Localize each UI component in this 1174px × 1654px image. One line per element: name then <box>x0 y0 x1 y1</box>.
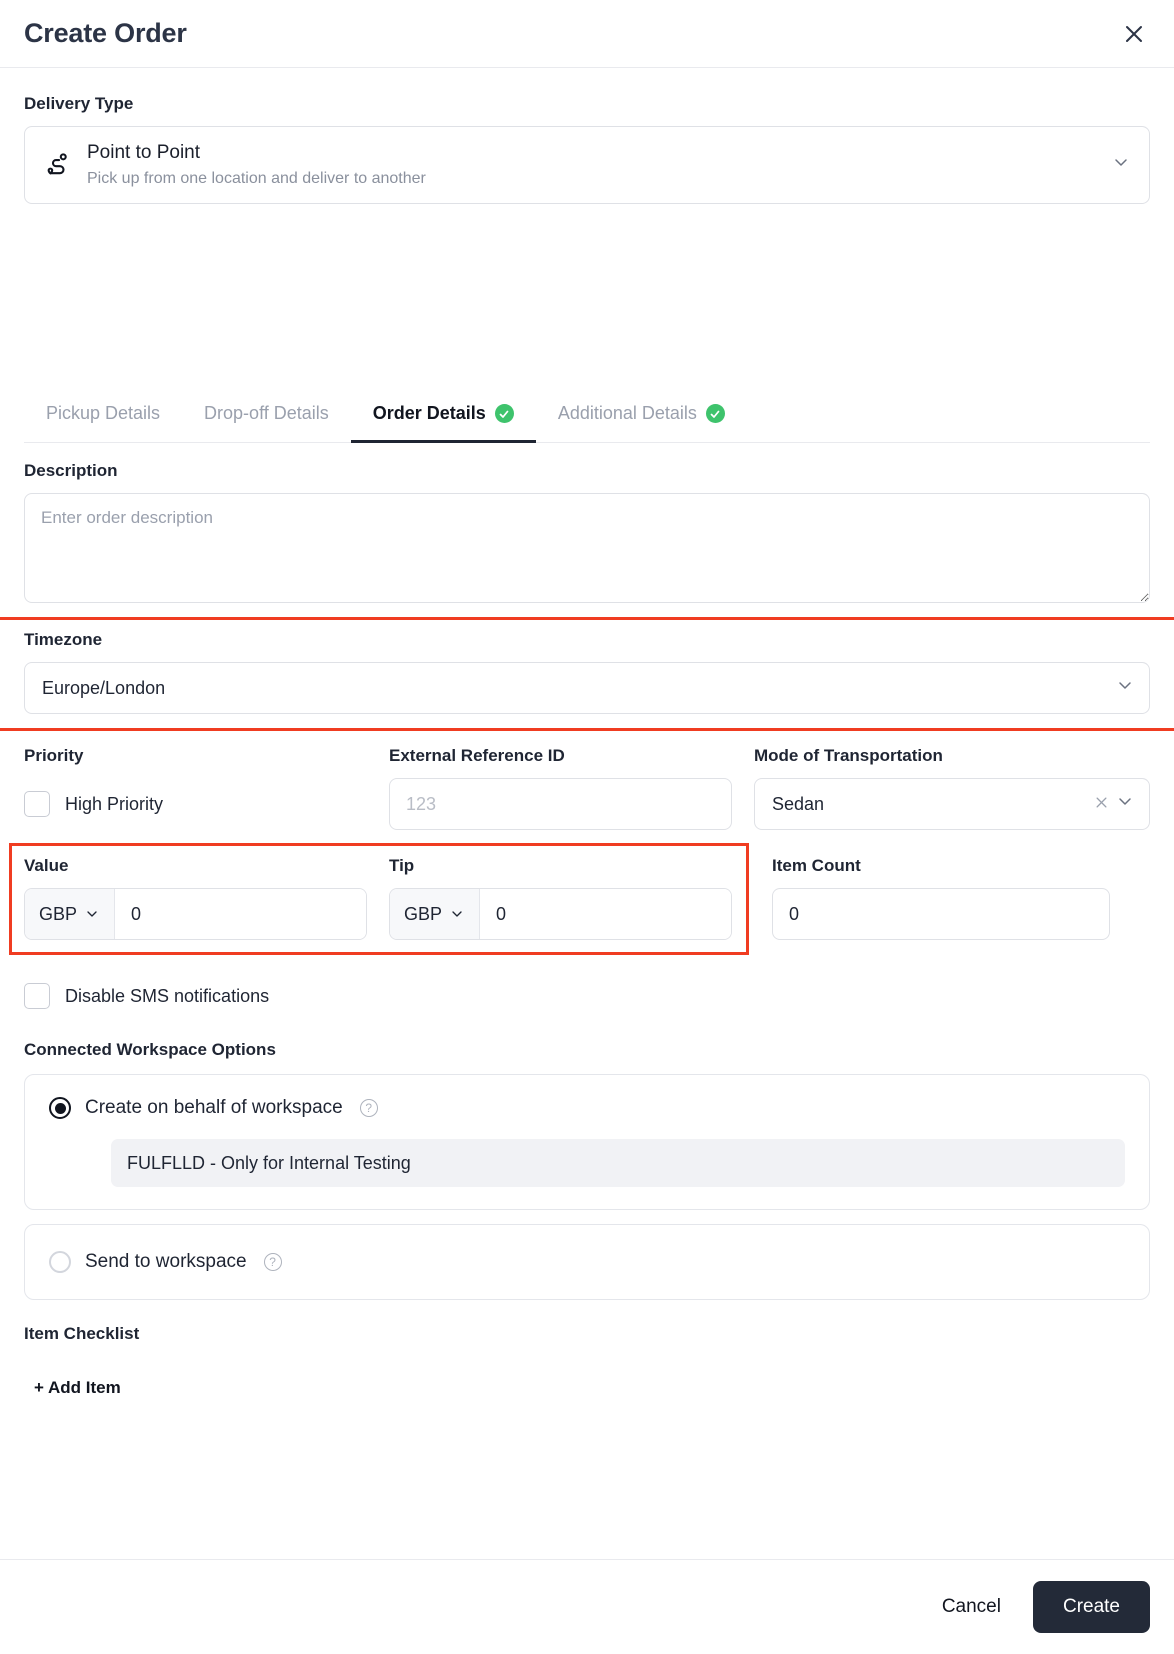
send-to-workspace-label: Send to workspace <box>85 1251 247 1272</box>
chevron-down-icon <box>452 911 462 917</box>
disable-sms-row[interactable]: Disable SMS notifications <box>24 970 1150 1022</box>
external-reference-field: External Reference ID <box>389 746 754 830</box>
description-input[interactable] <box>24 493 1150 603</box>
value-label: Value <box>24 856 69 875</box>
high-priority-label: High Priority <box>65 793 164 814</box>
modal-header: Create Order <box>0 0 1174 68</box>
timezone-highlight-box: Timezone Europe/London <box>0 617 1174 731</box>
chevron-down-icon <box>87 911 97 917</box>
priority-label: Priority <box>24 746 84 765</box>
create-button[interactable]: Create <box>1032 1581 1150 1633</box>
tip-field: Tip GBP <box>389 856 754 940</box>
check-circle-icon <box>494 404 514 423</box>
timezone-value: Europe/London <box>42 677 166 698</box>
order-meta-row: Priority High Priority External Referenc… <box>24 746 1150 830</box>
tab-pickup-details[interactable]: Pickup Details <box>24 389 182 443</box>
disable-sms-checkbox[interactable] <box>24 983 50 1009</box>
workspace-value-select[interactable]: FULFLLD - Only for Internal Testing <box>111 1139 1125 1187</box>
value-currency-code: GBP <box>39 903 78 924</box>
workspace-option-send-to[interactable]: Send to workspace ? <box>24 1224 1150 1300</box>
delivery-type-select[interactable]: Point to Point Pick up from one location… <box>24 126 1150 204</box>
tab-dropoff-details[interactable]: Drop-off Details <box>182 389 351 443</box>
add-item-button[interactable]: + Add Item <box>34 1378 121 1397</box>
delivery-type-subtitle: Pick up from one location and deliver to… <box>87 169 426 187</box>
tip-currency-combo: GBP <box>389 888 732 940</box>
create-on-behalf-label: Create on behalf of workspace <box>85 1097 343 1118</box>
mode-of-transportation-field: Mode of Transportation Sedan <box>754 746 1150 830</box>
radio-create-on-behalf[interactable] <box>49 1097 71 1119</box>
delivery-type-label: Delivery Type <box>24 94 134 113</box>
priority-field: Priority High Priority <box>24 746 389 830</box>
tab-order-details[interactable]: Order Details <box>350 389 536 443</box>
chevron-down-icon[interactable] <box>1111 153 1131 178</box>
cancel-button[interactable]: Cancel <box>920 1583 1023 1631</box>
timezone-label: Timezone <box>24 630 103 649</box>
item-checklist-label: Item Checklist <box>24 1324 140 1343</box>
value-amount-input[interactable] <box>115 889 366 939</box>
chevron-down-icon <box>1115 792 1135 817</box>
page-title: Create Order <box>24 18 187 48</box>
item-checklist-section: Item Checklist + Add Item <box>24 1324 1150 1398</box>
item-count-label: Item Count <box>772 856 861 875</box>
item-count-input[interactable] <box>772 888 1110 940</box>
check-circle-icon <box>705 404 725 423</box>
chevron-down-icon <box>1115 676 1135 701</box>
tab-label: Additional Details <box>557 403 697 423</box>
tip-currency-code: GBP <box>404 903 443 924</box>
value-tip-highlight-box: Value GBP Tip GBP <box>9 843 749 955</box>
external-reference-label: External Reference ID <box>389 746 565 765</box>
value-currency-combo: GBP <box>24 888 367 940</box>
tab-label: Pickup Details <box>46 403 161 423</box>
radio-dot <box>54 1102 66 1114</box>
workspace-option-create-on-behalf[interactable]: Create on behalf of workspace ? FULFLLD … <box>24 1074 1150 1210</box>
mode-of-transportation-value: Sedan <box>772 793 825 814</box>
high-priority-checkbox-row[interactable]: High Priority <box>24 778 367 830</box>
tab-label: Order Details <box>372 403 486 423</box>
disable-sms-label: Disable SMS notifications <box>65 985 270 1006</box>
route-point-to-point-icon <box>43 150 73 180</box>
timezone-select[interactable]: Europe/London <box>24 662 1150 714</box>
tab-bar: Pickup Details Drop-off Details Order De… <box>24 389 1150 443</box>
tip-currency-select[interactable]: GBP <box>390 889 481 939</box>
tab-label: Drop-off Details <box>204 403 329 423</box>
item-count-field: Item Count <box>772 856 1110 940</box>
tip-amount-input[interactable] <box>480 889 731 939</box>
connected-workspace-label: Connected Workspace Options <box>24 1040 276 1059</box>
radio-send-to-workspace[interactable] <box>49 1251 71 1273</box>
close-small-icon[interactable] <box>1094 795 1109 813</box>
modal-footer: Cancel Create <box>0 1559 1174 1654</box>
mode-of-transportation-label: Mode of Transportation <box>754 746 943 765</box>
modal-body: Delivery Type Point to Point Pick up fro… <box>0 68 1174 365</box>
description-label: Description <box>24 461 118 480</box>
value-currency-select[interactable]: GBP <box>25 889 116 939</box>
mode-of-transportation-select[interactable]: Sedan <box>754 778 1150 830</box>
order-details-pane: Description Timezone Europe/London Prior… <box>0 443 1174 1559</box>
connected-workspace-section: Connected Workspace Options Create on be… <box>24 1040 1150 1300</box>
help-circle-icon[interactable]: ? <box>263 1253 282 1271</box>
tab-additional-details[interactable]: Additional Details <box>536 389 747 443</box>
workspace-value-text: FULFLLD - Only for Internal Testing <box>127 1152 411 1173</box>
external-reference-input[interactable] <box>389 778 732 830</box>
close-icon[interactable] <box>1118 18 1150 50</box>
delivery-type-title: Point to Point <box>87 141 201 163</box>
tip-label: Tip <box>389 856 415 875</box>
help-circle-icon[interactable]: ? <box>359 1099 378 1117</box>
value-field: Value GBP <box>24 856 389 940</box>
high-priority-checkbox[interactable] <box>24 791 50 817</box>
